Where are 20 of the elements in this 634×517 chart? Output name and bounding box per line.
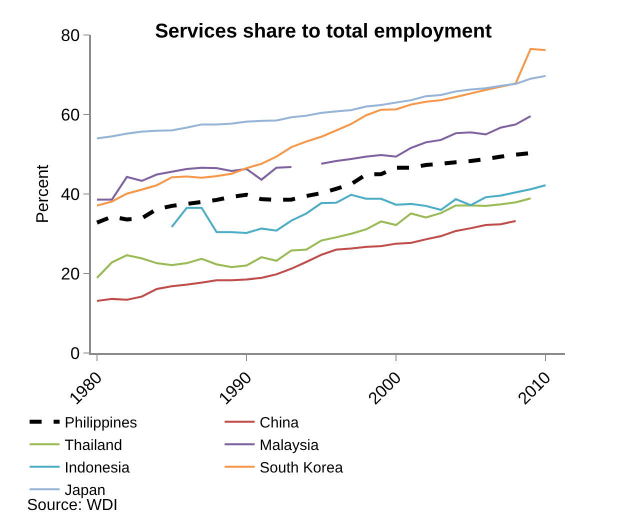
y-tick-label: 40	[60, 184, 80, 204]
source-note: Source: WDI	[27, 497, 118, 514]
y-tick-label: 80	[60, 26, 80, 45]
legend-label: Philippines	[64, 414, 138, 432]
y-tick-label: 20	[60, 264, 80, 284]
legend-label: Malaysia	[260, 437, 320, 454]
chart-title: Services share to total employment	[154, 20, 492, 42]
line-series	[96, 74, 547, 140]
legend-label: Indonesia	[64, 460, 130, 477]
line-series	[96, 220, 517, 302]
line-series	[96, 48, 547, 207]
line-series	[96, 197, 532, 279]
y-tick-label: 60	[60, 105, 80, 124]
y-axis-title: Percent	[32, 164, 52, 224]
legend-label: Thailand	[64, 437, 122, 454]
legend-label: China	[260, 414, 300, 432]
legend-label: Japan	[64, 482, 106, 500]
legend-label: South Korea	[260, 460, 344, 477]
y-tick-label: 0	[70, 344, 80, 363]
line-series	[170, 184, 547, 234]
